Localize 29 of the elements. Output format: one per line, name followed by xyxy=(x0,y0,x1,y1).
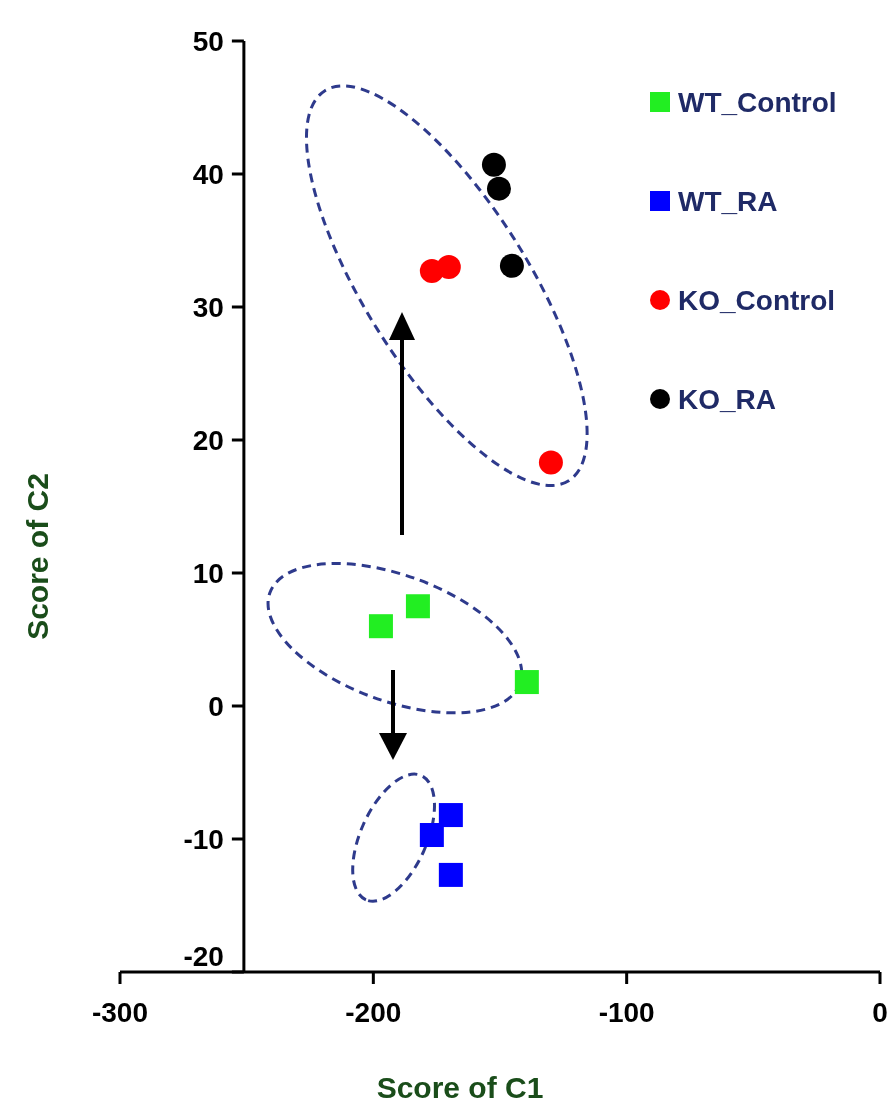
y-tick-label: -10 xyxy=(183,824,224,855)
x-tick-label: -200 xyxy=(345,997,402,1028)
point xyxy=(405,594,430,619)
y-tick-label: 40 xyxy=(192,159,224,190)
point xyxy=(486,176,511,201)
x-tick-label: 0 xyxy=(872,997,888,1028)
y-tick-label: 50 xyxy=(192,26,224,57)
point xyxy=(419,823,444,848)
x-tick-label: -100 xyxy=(598,997,655,1028)
legend-label: WT_Control xyxy=(678,87,837,118)
legend-label: WT_RA xyxy=(678,186,778,217)
point xyxy=(481,152,506,177)
point xyxy=(438,803,463,828)
legend-label: KO_Control xyxy=(678,285,836,316)
y-tick-label: 0 xyxy=(208,691,224,722)
point xyxy=(436,255,461,280)
y-axis-title: Score of C2 xyxy=(21,473,54,640)
point xyxy=(438,862,463,887)
y-tick-label: 30 xyxy=(192,292,224,323)
point xyxy=(368,614,393,639)
y-tick-label: 10 xyxy=(192,558,224,589)
x-tick-label: -300 xyxy=(91,997,149,1028)
x-axis-title: Score of C1 xyxy=(376,1071,544,1104)
point xyxy=(514,670,539,695)
y-tick-label: -20 xyxy=(183,941,224,972)
legend-label: KO_RA xyxy=(678,384,777,415)
point xyxy=(538,450,563,475)
y-tick-label: 20 xyxy=(192,425,224,456)
point xyxy=(499,253,524,278)
